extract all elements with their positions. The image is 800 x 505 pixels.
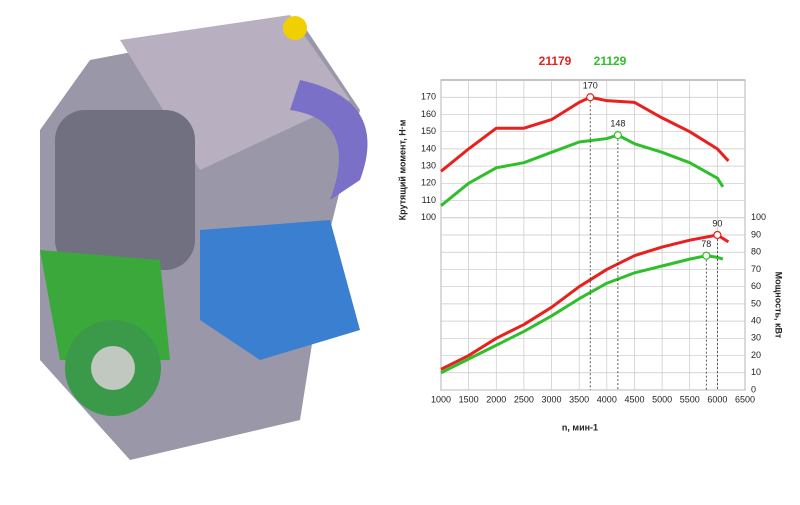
pulley-hub — [91, 346, 135, 390]
cap — [283, 16, 307, 40]
x-tick-label: 2000 — [486, 394, 506, 404]
y2-tick-label: 30 — [751, 333, 761, 343]
x-tick-label: 4000 — [597, 394, 617, 404]
engine-illustration — [40, 15, 370, 460]
y-tick-label: 170 — [421, 92, 436, 102]
x-tick-label: 3500 — [569, 394, 589, 404]
y-tick-label: 140 — [421, 143, 436, 153]
annotation-label: 90 — [712, 218, 722, 228]
y-tick-label: 150 — [421, 126, 436, 136]
timing-cover — [55, 110, 195, 270]
y2-tick-label: 20 — [751, 350, 761, 360]
pipe — [290, 80, 368, 200]
annotation-marker — [613, 131, 622, 140]
y2-tick-label: 80 — [751, 247, 761, 257]
x-tick-label: 6500 — [735, 394, 755, 404]
y2-tick-label: 100 — [751, 212, 766, 222]
annotation-label: 148 — [610, 118, 625, 128]
annotation-marker — [586, 93, 595, 102]
line — [440, 233, 730, 371]
annotation-marker — [702, 251, 711, 260]
x-tick-label: 4500 — [624, 394, 644, 404]
x-tick-label: 1500 — [459, 394, 479, 404]
annotation-marker — [713, 230, 722, 240]
x-tick-label: 6000 — [707, 394, 727, 404]
y2-tick-label: 50 — [751, 298, 761, 308]
y2-tick-label: 70 — [751, 264, 761, 274]
y2-tick-label: 0 — [751, 384, 756, 394]
x-tick-label: 3000 — [542, 394, 562, 404]
annotation-label: 78 — [701, 239, 711, 249]
chart: n, мин-1 Крутящий момент, Н·м Мощность, … — [397, 54, 783, 432]
x-axis-label: n, мин-1 — [562, 422, 598, 432]
blue-housing — [200, 220, 360, 360]
y2-tick-label: 60 — [751, 281, 761, 291]
y-tick-label: 130 — [421, 160, 436, 170]
x-tick-label: 5000 — [652, 394, 672, 404]
y2-tick-label: 40 — [751, 315, 761, 325]
annotation-label: 170 — [583, 81, 598, 91]
x-tick-label: 5500 — [680, 394, 700, 404]
legend-entry: 21179 — [539, 54, 572, 68]
y2-axis-label: Мощность, кВт — [774, 272, 784, 339]
y2-tick-label: 90 — [751, 229, 761, 239]
x-tick-label: 1000 — [431, 394, 451, 404]
y-tick-label: 120 — [421, 178, 436, 188]
y-tick-label: 100 — [421, 212, 436, 222]
y-tick-label: 110 — [422, 195, 436, 205]
y-axis-label: Крутящий момент, Н·м — [397, 119, 407, 220]
line — [440, 133, 725, 207]
x-tick-label: 2500 — [514, 394, 534, 404]
y2-tick-label: 10 — [751, 367, 761, 377]
legend-entry: 21129 — [594, 54, 627, 68]
y-tick-label: 160 — [421, 109, 436, 119]
